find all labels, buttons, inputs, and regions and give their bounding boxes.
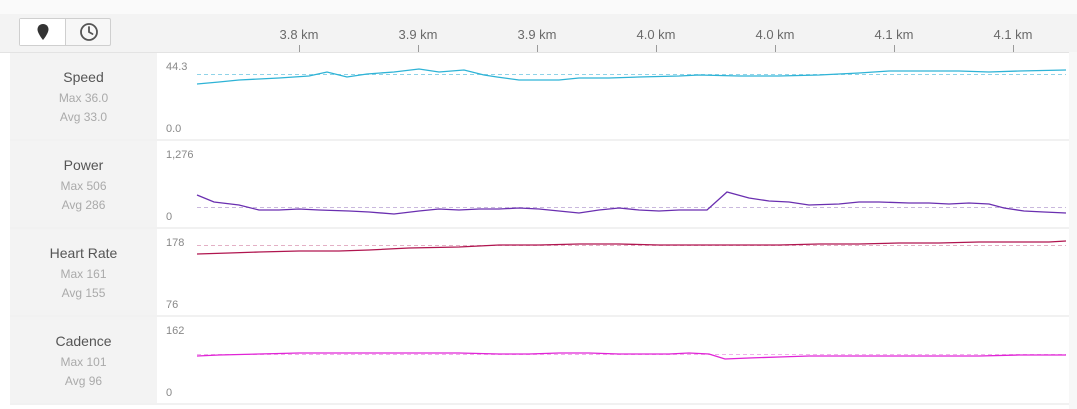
row-divider <box>10 139 1069 141</box>
cadence-metric-sidebar: Cadence Max 101 Avg 96 <box>10 317 157 403</box>
distance-axis-bar: 3.8 km 3.9 km 3.9 km 4.0 km 4.0 km 4.1 k… <box>0 14 1077 53</box>
cadence-avg: Avg 96 <box>64 374 103 388</box>
heart-rate-chart <box>196 240 1067 255</box>
cadence-max: Max 101 <box>60 355 107 369</box>
heart-rate-avg: Avg 155 <box>61 286 106 300</box>
distance-tick-label: 4.1 km <box>874 27 914 42</box>
speed-label: Speed <box>63 69 104 85</box>
speed-max: Max 36.0 <box>58 91 109 105</box>
heart-rate-metric-sidebar: Heart Rate Max 161 Avg 155 <box>10 229 157 315</box>
power-label: Power <box>63 157 104 173</box>
row-divider <box>10 227 1069 229</box>
top-strip <box>0 0 1077 15</box>
speed-avg: Avg 33.0 <box>59 110 108 124</box>
speed-chart-panel[interactable] <box>159 53 1069 139</box>
row-divider <box>10 315 1069 317</box>
distance-mode-button[interactable] <box>20 19 66 45</box>
heart-rate-label: Heart Rate <box>49 245 118 261</box>
power-y-max-label: 1,276 <box>166 149 194 161</box>
distance-tick-mark <box>894 45 895 52</box>
cadence-y-min-label: 0 <box>166 387 173 399</box>
cadence-series-line <box>196 352 1066 360</box>
distance-tick-label: 4.0 km <box>636 27 676 42</box>
power-series-line <box>196 191 1067 215</box>
distance-tick-mark <box>299 45 300 52</box>
distance-tick-mark <box>656 45 657 52</box>
distance-tick-label: 3.9 km <box>517 27 557 42</box>
power-metric-sidebar: Power Max 506 Avg 286 <box>10 141 157 227</box>
map-pin-icon <box>37 24 48 40</box>
clock-icon <box>79 23 98 41</box>
row-divider <box>10 403 1069 405</box>
vertical-scrollbar-track[interactable] <box>1069 52 1077 409</box>
power-chart <box>196 191 1067 215</box>
cadence-chart-panel[interactable] <box>159 317 1069 403</box>
speed-chart <box>196 68 1067 85</box>
distance-tick-label: 4.1 km <box>993 27 1033 42</box>
speed-y-max-label: 44.3 <box>166 61 188 73</box>
distance-tick-mark <box>775 45 776 52</box>
power-avg: Avg 286 <box>61 198 106 212</box>
cadence-label: Cadence <box>55 333 112 349</box>
distance-tick-mark <box>1013 45 1014 52</box>
time-mode-button[interactable] <box>66 19 111 45</box>
speed-y-min-label: 0.0 <box>166 123 182 135</box>
power-chart-panel[interactable] <box>159 141 1069 227</box>
speed-metric-sidebar: Speed Max 36.0 Avg 33.0 <box>10 53 157 139</box>
distance-tick-label: 3.9 km <box>398 27 438 42</box>
distance-tick-label: 3.8 km <box>279 27 319 42</box>
speed-series-line <box>196 68 1067 85</box>
heart-rate-y-min-label: 76 <box>166 299 179 311</box>
cadence-y-max-label: 162 <box>166 325 185 337</box>
power-max: Max 506 <box>60 179 107 193</box>
heart-rate-y-max-label: 178 <box>166 237 185 249</box>
distance-tick-mark <box>537 45 538 52</box>
distance-tick-mark <box>418 45 419 52</box>
cadence-chart <box>196 352 1066 360</box>
heart-rate-series-line <box>196 240 1067 255</box>
heart-rate-max: Max 161 <box>60 267 107 281</box>
power-y-min-label: 0 <box>166 211 173 223</box>
view-mode-toggle <box>19 18 111 46</box>
distance-tick-label: 4.0 km <box>755 27 795 42</box>
